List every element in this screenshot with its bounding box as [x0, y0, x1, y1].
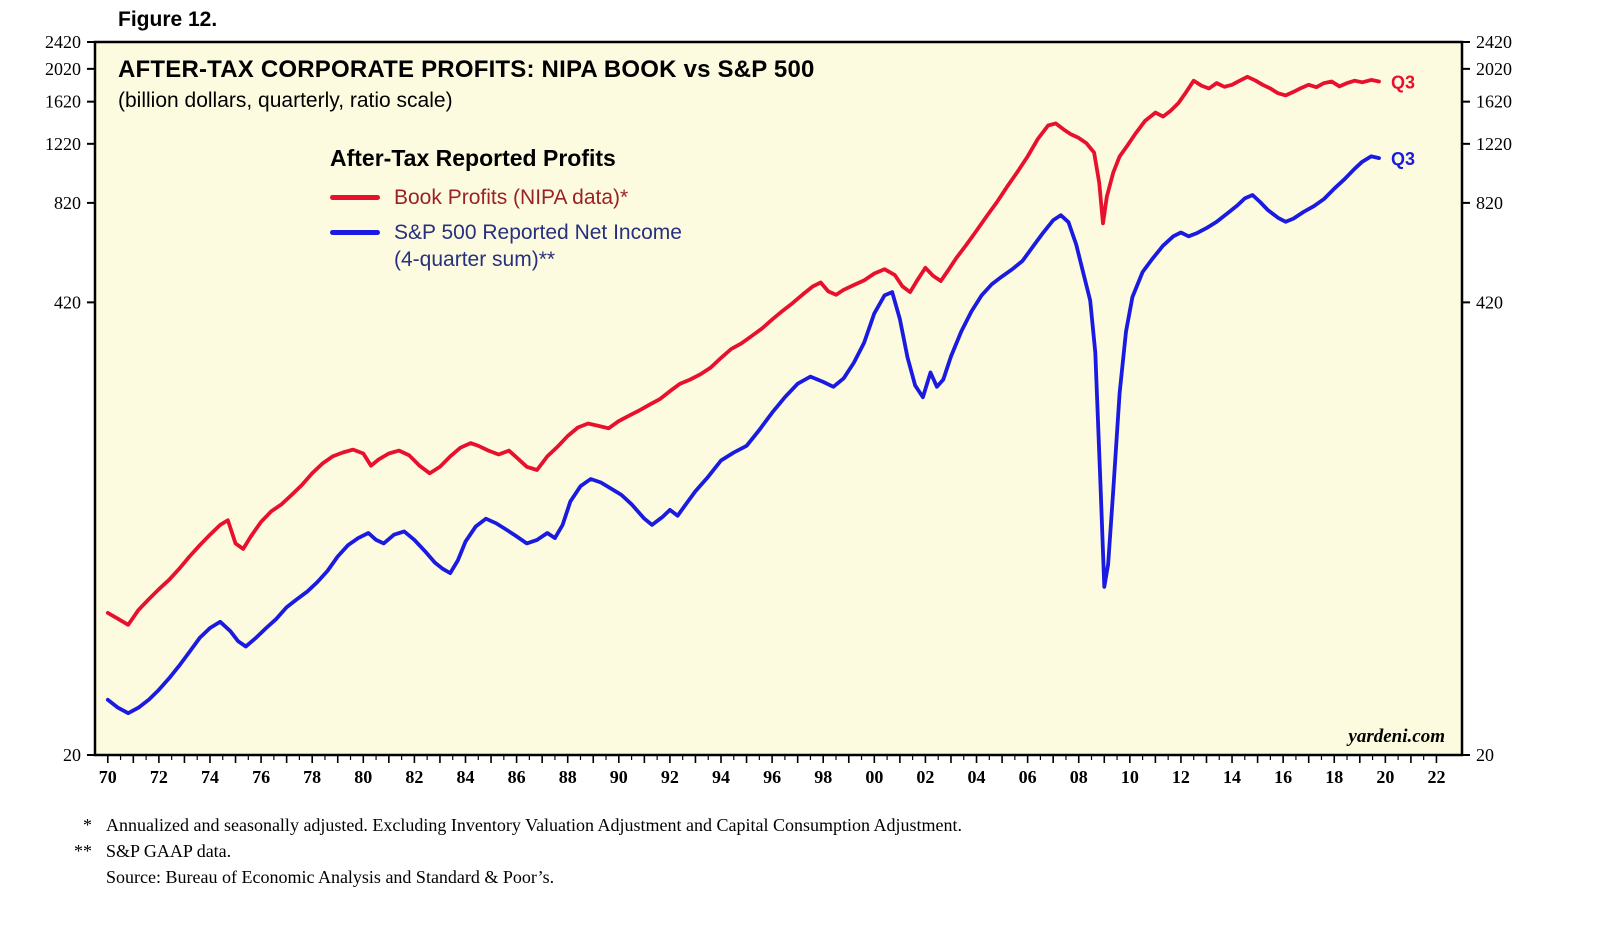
- footnote-source: Source: Bureau of Economic Analysis and …: [60, 864, 962, 890]
- plot-background: [93, 40, 1464, 757]
- chart-subtitle: (billion dollars, quarterly, ratio scale…: [118, 89, 453, 112]
- x-tick-label: 92: [661, 767, 679, 787]
- y-tick-label-right: 820: [1476, 193, 1503, 213]
- y-tick-label-right: 420: [1476, 292, 1503, 312]
- series-end-label-sp500-net-income: Q3: [1391, 149, 1415, 169]
- x-tick-label: 98: [814, 767, 832, 787]
- x-tick-label: 22: [1427, 767, 1445, 787]
- x-tick-label: 76: [252, 767, 270, 787]
- x-tick-label: 18: [1325, 767, 1343, 787]
- y-tick-label-right: 1620: [1476, 92, 1512, 112]
- chart-legend: After-Tax Reported Profits Book Profits …: [330, 145, 682, 273]
- footnote-1-text: Annualized and seasonally adjusted. Excl…: [106, 815, 963, 835]
- legend-label-sp500: S&P 500 Reported Net Income (4-quarter s…: [394, 219, 682, 273]
- x-tick-label: 94: [712, 767, 730, 787]
- y-tick-label-left: 2420: [45, 32, 81, 52]
- y-tick-label-right: 20: [1476, 745, 1494, 765]
- series-line-sp500-net-income: [105, 154, 1381, 716]
- legend-item-sp500: S&P 500 Reported Net Income (4-quarter s…: [330, 219, 682, 273]
- x-tick-label: 12: [1172, 767, 1190, 787]
- y-tick-label-left: 1220: [45, 134, 81, 154]
- legend-item-book-profits: Book Profits (NIPA data)*: [330, 184, 682, 211]
- x-tick-label: 78: [303, 767, 321, 787]
- x-tick-label: 74: [201, 767, 219, 787]
- red-line-swatch: [330, 195, 380, 200]
- x-tick-label: 20: [1376, 767, 1394, 787]
- legend-heading: After-Tax Reported Profits: [330, 145, 616, 171]
- y-tick-label-right: 2420: [1476, 32, 1512, 52]
- x-tick-label: 72: [150, 767, 168, 787]
- x-tick-label: 06: [1019, 767, 1037, 787]
- x-tick-label: 02: [916, 767, 934, 787]
- x-tick-label: 70: [99, 767, 117, 787]
- series-end-label-book-profits: Q3: [1391, 73, 1415, 93]
- legend-label-sp500-line1: S&P 500 Reported Net Income: [394, 221, 682, 244]
- x-tick-label: 96: [763, 767, 781, 787]
- x-tick-label: 10: [1121, 767, 1139, 787]
- footnote-1: * Annualized and seasonally adjusted. Ex…: [60, 812, 962, 838]
- x-tick-label: 86: [508, 767, 526, 787]
- y-tick-label-left: 820: [54, 193, 81, 213]
- x-tick-label: 90: [610, 767, 628, 787]
- yardeni-watermark: yardeni.com: [1348, 726, 1445, 747]
- x-tick-label: 08: [1070, 767, 1088, 787]
- footnote-source-text: Source: Bureau of Economic Analysis and …: [106, 867, 555, 887]
- y-tick-label-right: 2020: [1476, 59, 1512, 79]
- footnotes: * Annualized and seasonally adjusted. Ex…: [60, 812, 962, 890]
- footnote-2-marker: **: [74, 841, 92, 861]
- x-tick-label: 84: [456, 767, 474, 787]
- y-tick-label-left: 2020: [45, 59, 81, 79]
- y-tick-label-left: 420: [54, 292, 81, 312]
- blue-line-swatch: [330, 230, 380, 235]
- x-tick-label: 00: [865, 767, 883, 787]
- x-tick-label: 14: [1223, 767, 1241, 787]
- footnote-2: ** S&P GAAP data.: [60, 838, 962, 864]
- series-line-book-profits: [105, 74, 1381, 627]
- chart-title: AFTER-TAX CORPORATE PROFITS: NIPA BOOK v…: [118, 56, 815, 83]
- y-tick-label-right: 1220: [1476, 134, 1512, 154]
- figure-label: Figure 12.: [118, 8, 218, 31]
- footnote-source-marker: [60, 864, 92, 890]
- legend-label-book-profits: Book Profits (NIPA data)*: [394, 186, 629, 209]
- x-tick-label: 82: [405, 767, 423, 787]
- x-tick-label: 88: [559, 767, 577, 787]
- footnote-2-text: S&P GAAP data.: [106, 841, 232, 861]
- legend-label-sp500-line2: (4-quarter sum)**: [394, 248, 556, 271]
- x-tick-label: 04: [968, 767, 986, 787]
- x-tick-label: 80: [354, 767, 372, 787]
- x-tick-label: 16: [1274, 767, 1292, 787]
- y-tick-label-left: 20: [63, 745, 81, 765]
- y-tick-label-left: 1620: [45, 92, 81, 112]
- footnote-1-marker: *: [83, 815, 92, 835]
